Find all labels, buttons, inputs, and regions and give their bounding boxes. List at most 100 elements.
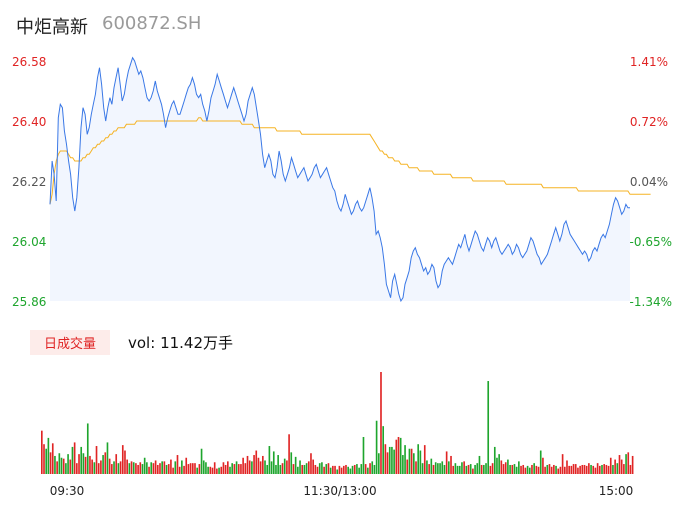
volume-bar xyxy=(71,446,74,474)
x-tick-close: 15:00 xyxy=(599,484,634,498)
volume-bar xyxy=(480,464,483,474)
volume-bar xyxy=(360,464,363,474)
volume-bar xyxy=(441,461,444,474)
volume-bar xyxy=(338,465,341,474)
volume-bar xyxy=(222,462,225,474)
volume-bar xyxy=(242,457,244,474)
volume-bar xyxy=(297,466,299,474)
volume-bar xyxy=(528,467,531,474)
volume-bar xyxy=(283,458,286,474)
volume-bar xyxy=(159,463,161,474)
volume-bar xyxy=(522,464,525,474)
volume-bar xyxy=(119,461,122,474)
y-tick-right-3: -0.65% xyxy=(630,235,672,249)
x-tick-open: 09:30 xyxy=(50,484,85,498)
volume-bar xyxy=(67,454,69,474)
volume-bar xyxy=(161,461,163,474)
volume-bar xyxy=(255,450,258,474)
volume-bar xyxy=(325,464,328,474)
volume-bar xyxy=(605,464,608,474)
volume-bar xyxy=(207,466,209,474)
volume-bar xyxy=(351,465,354,474)
volume-bar xyxy=(623,464,625,474)
volume-bar xyxy=(507,459,509,474)
y-tick-left-1: 26.40 xyxy=(12,115,46,129)
volume-bar xyxy=(135,463,137,474)
volume-bar xyxy=(275,464,277,474)
volume-bar xyxy=(356,464,358,474)
volume-bar xyxy=(537,466,540,474)
volume-bar xyxy=(397,436,400,474)
volume-bar xyxy=(220,466,223,474)
volume-bar xyxy=(395,439,398,474)
volume-bar xyxy=(224,464,227,474)
volume-bar xyxy=(570,465,573,474)
volume-bar xyxy=(176,455,179,474)
volume-bar xyxy=(108,458,111,474)
volume-bar xyxy=(126,459,128,474)
volume-bar xyxy=(100,460,102,474)
volume-bar xyxy=(229,466,231,474)
volume-bar xyxy=(233,464,236,474)
volume-bar xyxy=(574,464,577,474)
volume-bar xyxy=(513,464,516,474)
volume-bar xyxy=(568,465,570,474)
volume-bar xyxy=(373,464,376,474)
volume-bar xyxy=(382,426,384,474)
volume-bar xyxy=(318,463,321,474)
volume-bar xyxy=(299,460,301,474)
volume-bar xyxy=(49,452,52,474)
volume-bar xyxy=(191,463,194,474)
volume-bar xyxy=(272,451,275,474)
volume-bar xyxy=(555,465,557,474)
volume-bar xyxy=(592,465,595,474)
x-tick-midday: 11:30/13:00 xyxy=(303,484,376,498)
volume-bar xyxy=(601,464,603,474)
volume-bar xyxy=(402,455,404,474)
volume-bar xyxy=(518,461,520,474)
y-tick-left-3: 26.04 xyxy=(12,235,46,249)
volume-bar xyxy=(264,460,266,474)
volume-bar xyxy=(553,464,555,474)
average-price-line xyxy=(49,117,651,205)
volume-bar xyxy=(196,467,198,474)
volume-bar xyxy=(156,464,159,474)
volume-bar xyxy=(491,463,494,474)
volume-bar xyxy=(620,459,623,474)
volume-bar xyxy=(235,461,238,474)
volume-bar xyxy=(205,462,207,474)
volume-bar xyxy=(65,463,67,474)
volume-bar xyxy=(51,443,54,474)
volume-bar xyxy=(526,465,529,474)
volume-bar xyxy=(290,452,293,474)
volume-bar xyxy=(47,437,50,474)
volume-bar xyxy=(301,464,304,474)
volume-bar xyxy=(412,453,415,474)
y-tick-right-4: -1.34% xyxy=(630,295,672,309)
volume-total: vol: 11.42万手 xyxy=(128,332,233,353)
volume-bar xyxy=(281,463,284,474)
volume-bar xyxy=(194,463,196,474)
volume-bar xyxy=(345,464,347,474)
volume-bar xyxy=(340,467,343,474)
y-tick-left-2: 26.22 xyxy=(12,175,46,189)
volume-bar xyxy=(417,444,420,474)
volume-bar xyxy=(111,464,113,474)
volume-bar xyxy=(542,457,544,474)
volume-bar xyxy=(43,444,45,474)
volume-bar xyxy=(380,372,382,474)
volume-bar xyxy=(581,464,584,474)
volume-bar xyxy=(362,436,365,474)
volume-bar xyxy=(187,464,190,474)
volume-bar xyxy=(332,465,334,474)
volume-bar xyxy=(548,464,551,474)
volume-bar xyxy=(248,460,251,474)
volume-bar xyxy=(82,453,85,474)
volume-bar xyxy=(189,463,192,474)
y-tick-left-4: 25.86 xyxy=(12,295,46,309)
volume-bar xyxy=(502,464,505,474)
volume-bar xyxy=(165,464,168,474)
volume-bar xyxy=(347,466,349,474)
volume-bar xyxy=(124,450,126,474)
volume-bar xyxy=(577,467,579,474)
